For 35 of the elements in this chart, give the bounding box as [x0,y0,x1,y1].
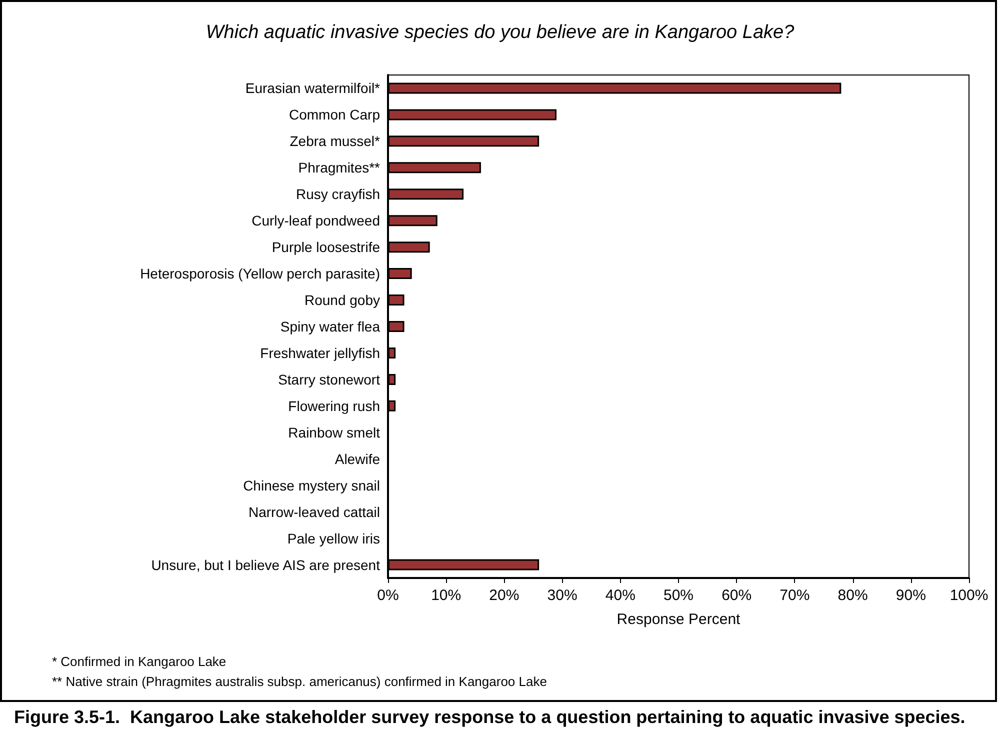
y-tick-label: Zebra mussel* [290,133,381,150]
y-tick-label: Round goby [304,292,380,308]
y-tick-label: Freshwater jellyfish [260,344,380,361]
x-tick-label: 80% [838,587,868,604]
y-tick-label: Unsure, but I believe AIS are present [151,556,380,573]
x-tick-label: 10% [431,587,462,604]
text: * Confirmed in Kangaroo Lake [52,654,226,669]
x-tick-label: 30% [547,587,578,604]
x-tick-label: 40% [605,587,636,604]
x-tick-label: 60% [722,587,752,604]
y-tick-label: Eurasian watermilfoil* [245,80,381,96]
text: ** Native strain (Phragmites australis subsp. americanus) confirmed in Kangaroo Lake [52,674,547,689]
y-tick-label: Flowering rush [288,398,380,414]
x-tick-label: 0% [377,587,399,604]
x-axis-title: Response Percent [616,611,742,628]
y-tick-label: Narrow-leaved cattail [248,504,380,520]
x-tick-label: 20% [489,587,520,604]
y-tick-label: Phragmites** [298,160,381,176]
chart-title: Which aquatic invasive species do you believe are in Kangaroo Lake? [206,22,795,43]
y-tick-label: Heterosporosis (Yellow perch parasite) [140,266,380,282]
y-tick-label: Common Carp [288,106,380,123]
y-tick-label: Purple loosestrife [272,239,380,256]
caption: Figure 3.5-1. Kangaroo Lake stakeholder survey response to a question pertaining to aquatic invasive species. [14,707,966,727]
x-tick-label: 70% [780,587,810,604]
x-tick-label: 100% [950,587,988,604]
x-tick-label: 90% [896,587,926,604]
y-tick-label: Curly-leaf pondweed [252,212,380,229]
y-tick-label: Spiny water flea [280,318,380,334]
y-tick-label: Rainbow smelt [288,424,380,440]
x-tick-label: 50% [663,587,694,604]
y-tick-label: Starry stonewort [278,371,380,388]
y-tick-label: Alewife [334,450,380,467]
y-tick-label: Rusy crayfish [296,186,380,202]
y-tick-label: Chinese mystery snail [243,477,380,494]
y-tick-label: Pale yellow iris [287,530,380,546]
